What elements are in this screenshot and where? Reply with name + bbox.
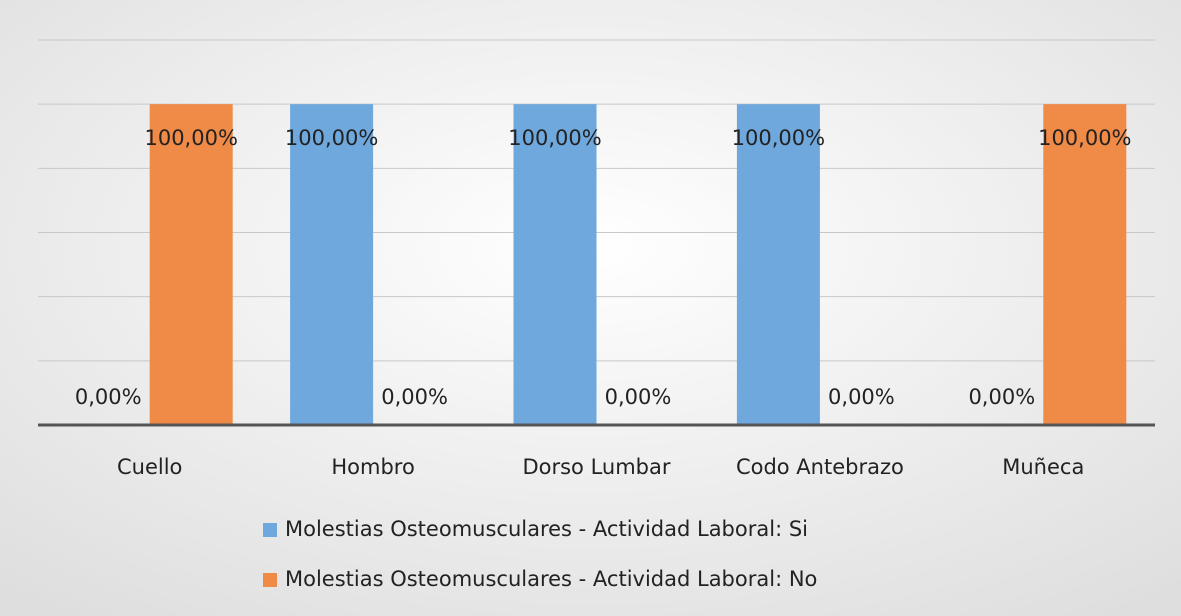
bar — [736, 104, 820, 426]
data-label: 100,00% — [508, 126, 601, 150]
legend-swatch — [263, 573, 277, 587]
data-label: 100,00% — [144, 126, 237, 150]
x-tick-label: Codo Antebrazo — [736, 455, 904, 479]
x-tick-label: Hombro — [331, 455, 414, 479]
data-label: 0,00% — [968, 385, 1035, 409]
data-label: 0,00% — [605, 385, 672, 409]
bar — [290, 104, 374, 426]
data-label: 0,00% — [75, 385, 142, 409]
x-tick-label: Dorso Lumbar — [522, 455, 670, 479]
legend-swatch — [263, 523, 277, 537]
data-label: 0,00% — [381, 385, 448, 409]
bar — [1043, 104, 1127, 426]
data-label: 100,00% — [732, 126, 825, 150]
x-tick-label: Muñeca — [1002, 455, 1084, 479]
bar — [149, 104, 233, 426]
legend-label: Molestias Osteomusculares - Actividad La… — [285, 567, 817, 591]
data-label: 100,00% — [1038, 126, 1131, 150]
legend-label: Molestias Osteomusculares - Actividad La… — [285, 517, 808, 541]
data-label: 100,00% — [285, 126, 378, 150]
bar — [513, 104, 597, 426]
x-tick-label: Cuello — [117, 455, 182, 479]
data-label: 0,00% — [828, 385, 895, 409]
